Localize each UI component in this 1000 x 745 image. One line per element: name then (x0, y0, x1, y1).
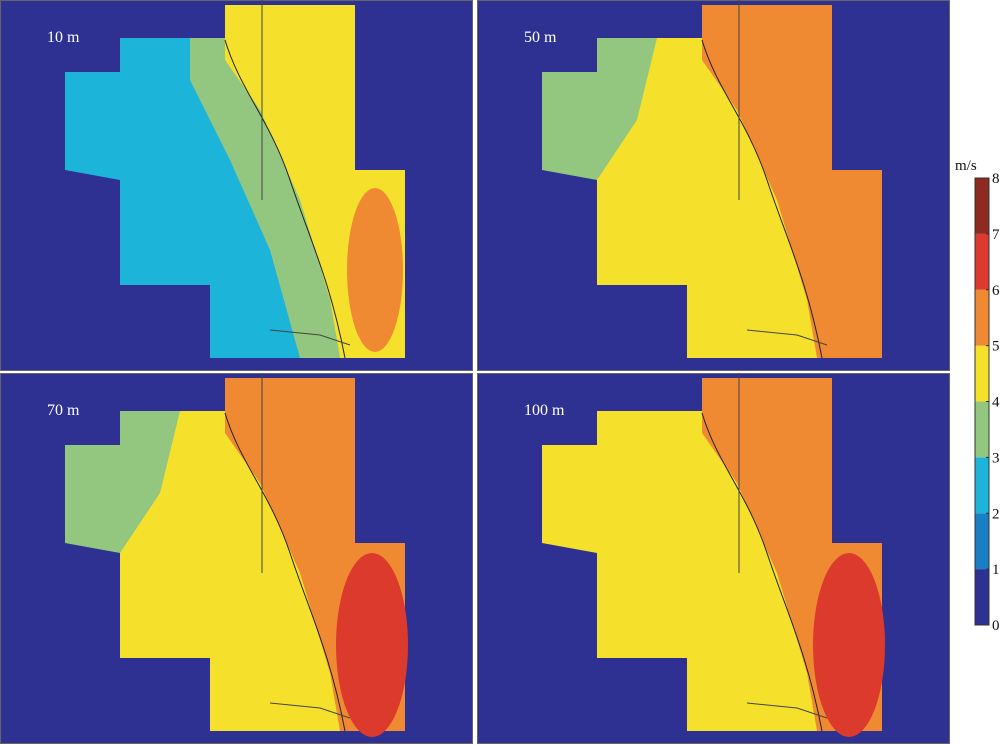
colorbar-segment (975, 402, 989, 458)
colorbar-segment (975, 234, 989, 290)
panel-label: 70 m (47, 402, 80, 419)
map-panel: 10 m (1, 0, 473, 371)
colorbar-segment (975, 346, 989, 402)
colorbar-tick-label: 8 (992, 171, 1000, 187)
offshore-zone (813, 553, 885, 737)
colorbar-tick-label: 3 (992, 450, 1000, 466)
colorbar-tick-label: 2 (992, 506, 1000, 522)
map-panel: 100 m (478, 373, 950, 744)
colorbar-segment (975, 290, 989, 346)
map-panel: 50 m (478, 0, 950, 371)
colorbar-segment (975, 457, 989, 513)
offshore-zone (347, 188, 403, 352)
colorbar-tick-label: 5 (992, 339, 1000, 355)
offshore-zone (336, 553, 408, 737)
colorbar-tick-label: 7 (992, 227, 1000, 243)
colorbar-unit: m/s (955, 158, 977, 174)
colorbar-segment (975, 569, 989, 625)
colorbar-segment (975, 178, 989, 234)
offshore-zone (824, 188, 880, 352)
colorbar-tick-label: 6 (992, 283, 1000, 299)
panel-label: 50 m (524, 29, 557, 46)
panel-label: 100 m (524, 402, 565, 419)
panel-label: 10 m (47, 29, 80, 46)
figure: 10 m 50 m 70 m 100 m 0 1 2 3 4 5 6 7 8 m/s (0, 0, 1000, 745)
colorbar-segment (975, 513, 989, 569)
map-panel: 70 m (1, 373, 473, 744)
colorbar-tick-label: 1 (992, 562, 1000, 578)
colorbar-tick-label: 4 (992, 395, 1000, 411)
colorbar-tick-label: 0 (992, 618, 1000, 634)
